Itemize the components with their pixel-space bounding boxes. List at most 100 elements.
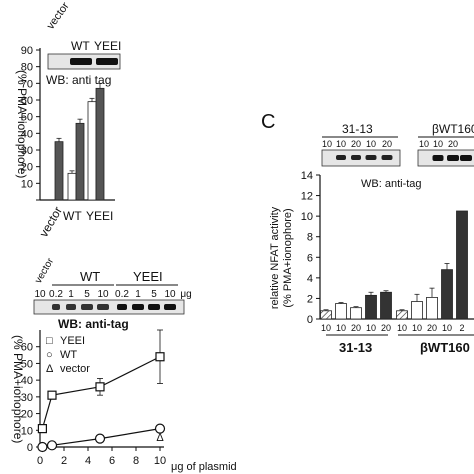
blot-lane-number: 5	[151, 289, 157, 300]
blot-band	[117, 304, 127, 310]
data-point-wt	[37, 441, 48, 453]
y-tick-label: 2	[307, 293, 313, 305]
x-number-label: 2	[459, 323, 464, 333]
panel-c-ylabel-line1: relative NFAT activity	[269, 206, 281, 309]
x-number-label: 10	[397, 323, 407, 333]
bar	[426, 296, 438, 320]
panel-c: C 31-13 βWT160 10 10 20 10 20 10 10 20 WB: anti…	[261, 111, 474, 355]
blot-band	[52, 304, 60, 310]
panel-c-x-numbers: 10 10 20 10 20 10 10 20 10 2	[321, 323, 465, 333]
x-tick-label: 6	[109, 455, 115, 467]
x-tick-label: 0	[37, 455, 43, 467]
legend-label-vector: vector	[60, 363, 90, 375]
blot-band	[447, 155, 459, 161]
bar	[320, 310, 332, 320]
y-tick-label: 4	[307, 273, 313, 285]
bar	[396, 310, 408, 320]
bar	[456, 210, 468, 320]
panel-c-letter: C	[261, 111, 275, 133]
panel-c-group-label-31-13: 31-13	[339, 340, 372, 355]
blot-lane-number: 1	[68, 289, 74, 300]
x-category-label-yeei: YEEI	[86, 209, 113, 223]
y-tick-label: 0	[307, 314, 313, 326]
y-tick-label: 10	[301, 211, 313, 223]
x-number-label: 20	[351, 323, 361, 333]
data-point-wt	[154, 423, 166, 434]
legend-marker: □	[46, 335, 53, 347]
x-number-label: 10	[442, 323, 452, 333]
panel-c-group-label-bwt160: βWT160	[420, 340, 470, 355]
y-tick-label: 30	[21, 392, 33, 404]
y-tick-label: 14	[301, 170, 313, 182]
data-point-vector: Δ	[156, 432, 164, 444]
blot-lane-number: 10	[97, 289, 109, 300]
blot-lane-label-wt: WT	[71, 39, 90, 53]
blot-label-wt: WT	[80, 269, 100, 284]
y-tick-label: 50	[21, 112, 33, 124]
bar	[335, 303, 347, 320]
blot-lane-numbers: 10 0.2 1 5 10 0.2 1 5 10 μg	[34, 289, 191, 300]
blot-lane-number: 10	[322, 139, 332, 149]
blot-lane-number: 10	[34, 289, 46, 300]
y-tick-label: 10	[21, 178, 33, 190]
blot-band	[365, 155, 377, 160]
line-chart-ylabel: (% PMA+ionophore)	[11, 335, 25, 443]
blot-lane-number: 0.2	[49, 289, 63, 300]
y-tick-label: 6	[307, 252, 313, 264]
x-number-label: 10	[336, 323, 346, 333]
blot-band	[164, 304, 176, 310]
bar	[87, 101, 97, 201]
panel-a-partial-ylabel: (% PMA+ionophore)	[15, 70, 29, 178]
blot-band	[460, 155, 472, 161]
y-tick-label: 30	[21, 145, 33, 157]
panel-c-bar-chart: 0 2 4 6 8 10 12 14	[301, 170, 474, 326]
blot-lane-label-yeei: YEEI	[94, 39, 121, 53]
legend-marker: Δ	[46, 363, 54, 375]
bar	[75, 122, 85, 201]
blot-lane-label-vector: vector	[45, 0, 72, 32]
y-tick-label: 0	[27, 442, 33, 454]
blot-band	[66, 304, 76, 310]
panel-c-wb-label: WB: anti-tag	[361, 178, 422, 190]
x-number-label: 10	[412, 323, 422, 333]
x-number-label: 10	[366, 323, 376, 333]
data-point-yeei	[47, 390, 57, 400]
blot-lane-number: 5	[84, 289, 90, 300]
x-tick-label: 8	[133, 455, 139, 467]
panel-c-blot-lane-numbers: 10 10 20 10 20 10 10 20	[322, 139, 458, 149]
blot-band	[381, 155, 393, 160]
x-number-label: 20	[427, 323, 437, 333]
blot-lane-number: 10	[336, 139, 346, 149]
y-tick-label: 40	[21, 375, 33, 387]
blot-band	[81, 304, 93, 310]
y-tick-label: 60	[21, 95, 33, 107]
bar	[67, 172, 77, 201]
x-category-label-wt: WT	[63, 209, 82, 223]
bar	[365, 294, 377, 320]
blot-lane-number: 20	[382, 139, 392, 149]
y-tick-label: 90	[21, 45, 33, 57]
blot-band	[70, 58, 92, 65]
x-tick-label: 2	[61, 455, 67, 467]
data-point-yeei	[155, 352, 165, 362]
panel-c-blot-label-bwt160: βWT160	[432, 122, 474, 136]
blot-lane-number: 1	[135, 289, 141, 300]
blot-band	[351, 155, 361, 160]
y-tick-label: 10	[21, 425, 33, 437]
x-tick-label: 10	[154, 455, 166, 467]
top-left-blot: vector WT YEEI WB: anti tag	[45, 0, 122, 87]
bar	[95, 87, 105, 201]
blot-band	[96, 58, 118, 65]
bar	[411, 301, 423, 320]
blot-lane-number: 10	[366, 139, 376, 149]
y-tick-label: 60	[21, 342, 33, 354]
panel-c-blot-bands	[336, 155, 472, 161]
y-tick-label: 8	[307, 232, 313, 244]
y-tick-label: 20	[21, 409, 33, 421]
blot-lane-number: 10	[419, 139, 429, 149]
blot-lane-number: μg	[180, 289, 191, 300]
line-chart-xlabel: μg of plasmid	[171, 461, 237, 473]
y-tick-label: 50	[21, 358, 33, 370]
panel-c-ylabel-line2: (% PMA+ionophore)	[282, 208, 294, 307]
